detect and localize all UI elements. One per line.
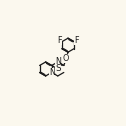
Text: N: N — [49, 68, 55, 77]
Text: S: S — [55, 65, 61, 73]
Text: F: F — [57, 36, 62, 45]
Text: O: O — [63, 54, 69, 63]
Text: N: N — [55, 57, 61, 66]
Text: F: F — [74, 36, 79, 45]
